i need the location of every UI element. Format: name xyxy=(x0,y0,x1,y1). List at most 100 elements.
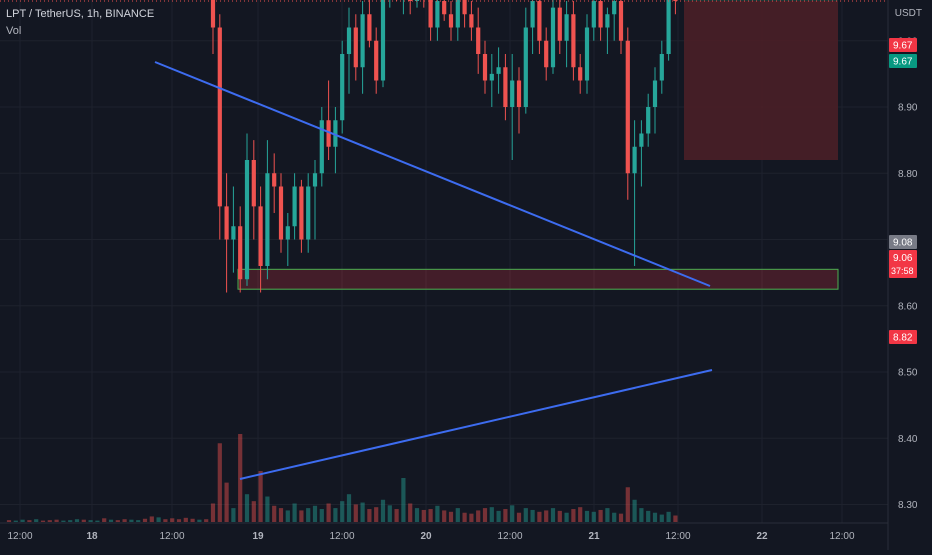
volume-bar xyxy=(591,511,596,522)
candle-body xyxy=(469,14,474,28)
x-tick-label: 12:00 xyxy=(329,531,354,542)
candle-body xyxy=(272,173,277,187)
candle-body xyxy=(496,67,501,74)
volume-bar xyxy=(455,508,460,522)
volume-bar xyxy=(190,518,195,522)
x-tick-label: 22 xyxy=(756,531,768,542)
volume-bar xyxy=(421,509,426,522)
volume-bar xyxy=(54,519,59,522)
volume-bar xyxy=(564,512,569,522)
candle-body xyxy=(346,27,352,54)
volume-bar xyxy=(129,519,134,522)
descending-trendline xyxy=(154,61,711,287)
volume-bar xyxy=(95,520,100,522)
candle-body xyxy=(360,14,365,68)
volume-bar xyxy=(510,505,515,522)
volume-bar xyxy=(278,508,284,522)
last-price-badge-text: 9.08 xyxy=(893,238,913,249)
volume-bar xyxy=(163,519,168,522)
x-tick-label: 12:00 xyxy=(497,531,522,542)
symbol-title[interactable]: LPT / TetherUS, 1h, BINANCE xyxy=(6,8,155,20)
volume-bar xyxy=(88,520,93,522)
candle-body xyxy=(537,1,542,41)
volume-bar xyxy=(272,505,277,522)
y-tick-label: 8.60 xyxy=(898,301,918,312)
volume-bar xyxy=(251,501,256,522)
candle-body xyxy=(312,173,318,187)
volume-bar xyxy=(652,512,658,522)
candle-body xyxy=(523,27,528,107)
candle-body xyxy=(367,14,372,41)
candle-body xyxy=(510,80,515,107)
current-price-bg xyxy=(889,250,917,278)
candle-body xyxy=(299,186,304,240)
volume-indicator-label[interactable]: Vol xyxy=(6,25,22,37)
x-tick-label: 18 xyxy=(86,531,98,542)
resistance-badge-bottom-bg xyxy=(889,54,917,68)
volume-bar xyxy=(333,508,338,522)
volume-bar xyxy=(523,508,528,522)
volume-bar xyxy=(47,520,52,522)
candle-body xyxy=(482,54,488,81)
position-zones xyxy=(237,0,839,290)
candle-body xyxy=(476,27,481,54)
volume-bar xyxy=(292,503,297,522)
candle-body xyxy=(625,40,630,174)
volume-bar xyxy=(578,507,583,522)
volume-bar xyxy=(136,520,141,522)
current-price-text: 9.06 xyxy=(893,253,913,264)
volume-bar xyxy=(503,509,508,522)
candle-body xyxy=(652,80,658,107)
volume-bar xyxy=(374,507,379,522)
candle-body xyxy=(319,120,324,174)
volume-bar xyxy=(197,519,202,522)
candle-body xyxy=(217,27,222,207)
candle-body xyxy=(618,1,624,41)
candle-body xyxy=(571,14,576,68)
y-tick-label: 8.30 xyxy=(898,500,918,511)
resistance-badge-top-bg xyxy=(889,38,917,52)
volume-bar xyxy=(61,520,66,522)
y-tick-label: 8.90 xyxy=(898,103,918,114)
volume-bar xyxy=(299,510,304,522)
volume-bar xyxy=(285,510,290,522)
candle-body xyxy=(258,206,263,266)
volume-bar xyxy=(544,510,549,522)
x-tick-label: 12:00 xyxy=(159,531,184,542)
volume-bar xyxy=(204,519,209,522)
candle-body xyxy=(462,0,467,15)
last-price-badge-bg xyxy=(889,235,917,249)
volume-bar xyxy=(394,509,399,522)
candle-body xyxy=(435,1,440,28)
candle-body xyxy=(428,0,433,28)
candle-body xyxy=(210,0,216,28)
volume-bar xyxy=(340,501,345,522)
candle-body xyxy=(578,67,583,81)
volume-bar xyxy=(6,520,12,522)
volume-bar xyxy=(326,503,331,522)
resistance-badge-top-text: 9.67 xyxy=(893,41,913,52)
candle-body xyxy=(557,7,562,41)
resistance-badge-bottom-text: 9.67 xyxy=(893,57,913,68)
volume-bar xyxy=(639,508,644,522)
candle-body xyxy=(666,0,671,54)
volume-bar xyxy=(231,508,236,522)
volume-bar xyxy=(115,520,120,522)
volume-bar xyxy=(210,503,216,522)
x-tick-label: 12:00 xyxy=(829,531,854,542)
volume-bar xyxy=(584,510,590,522)
candle-body xyxy=(333,120,338,147)
support-zone xyxy=(237,268,839,290)
volume-bar xyxy=(170,518,175,522)
candle-body xyxy=(659,54,664,81)
stop-badge: 8.82 xyxy=(889,330,917,344)
candle-body xyxy=(455,0,460,28)
candle-body xyxy=(244,160,250,280)
stop-zone xyxy=(684,1,838,160)
volume-bar xyxy=(612,512,617,522)
candle-body xyxy=(285,226,290,240)
volume-bar xyxy=(102,518,107,522)
volume-bar xyxy=(176,519,182,522)
candle-body xyxy=(306,186,311,240)
